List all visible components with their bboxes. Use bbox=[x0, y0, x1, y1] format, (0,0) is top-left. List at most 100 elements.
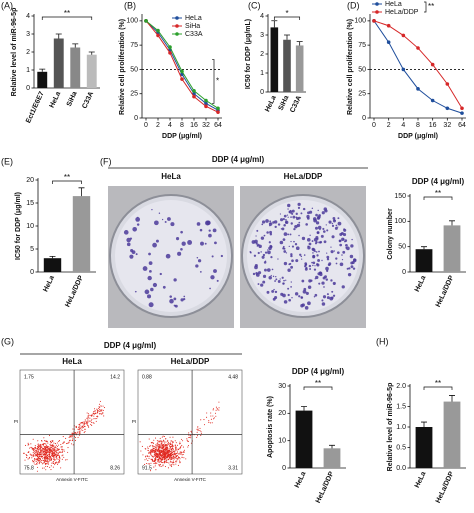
event-dot bbox=[50, 441, 53, 443]
quadrant-value: 1.75 bbox=[24, 374, 34, 380]
event-dot bbox=[156, 462, 158, 464]
event-dot bbox=[164, 444, 166, 446]
event-dot bbox=[154, 446, 156, 448]
y-tick-label: 3 bbox=[26, 31, 30, 38]
event-dot bbox=[213, 417, 215, 419]
bar bbox=[323, 448, 341, 468]
colony bbox=[337, 226, 339, 228]
colony bbox=[307, 301, 311, 306]
event-dot bbox=[63, 456, 65, 458]
y-axis-label: Colony number bbox=[387, 208, 394, 260]
event-dot bbox=[150, 455, 152, 457]
significance-label: ** bbox=[435, 189, 441, 198]
event-dot bbox=[41, 455, 44, 458]
colony bbox=[291, 259, 294, 263]
event-dot bbox=[176, 452, 178, 454]
event-dot bbox=[159, 458, 161, 460]
point bbox=[180, 69, 184, 74]
event-dot bbox=[172, 458, 174, 460]
colony bbox=[136, 223, 140, 226]
event-dot bbox=[178, 453, 180, 455]
event-dot bbox=[31, 457, 33, 459]
event-dot bbox=[163, 456, 165, 459]
event-dot bbox=[35, 448, 37, 450]
event-dot bbox=[155, 469, 157, 471]
colony bbox=[158, 212, 161, 214]
colony bbox=[135, 217, 141, 222]
y-axis-label: Relative cell proliferation (%) bbox=[119, 19, 126, 115]
event-dot bbox=[156, 440, 158, 442]
colony bbox=[314, 265, 316, 267]
significance-label: ** bbox=[64, 9, 70, 18]
event-dot bbox=[156, 444, 158, 446]
event-dot bbox=[150, 452, 152, 454]
colony bbox=[337, 217, 340, 220]
event-dot bbox=[172, 448, 174, 450]
event-dot bbox=[48, 446, 50, 448]
event-dot bbox=[171, 455, 173, 457]
event-dot bbox=[36, 462, 38, 464]
event-dot bbox=[178, 456, 180, 459]
event-dot bbox=[102, 413, 104, 415]
error-bar bbox=[301, 406, 307, 411]
colony bbox=[341, 285, 345, 289]
plot-frame bbox=[137, 369, 243, 475]
event-dot bbox=[218, 409, 220, 411]
event-dot bbox=[67, 451, 69, 453]
event-dot bbox=[157, 461, 159, 463]
event-dot bbox=[35, 461, 37, 463]
event-dot bbox=[165, 450, 167, 452]
event-dot bbox=[44, 457, 46, 460]
event-dot bbox=[46, 446, 48, 448]
event-dot bbox=[162, 464, 164, 466]
x-tick-label: 16 bbox=[190, 122, 198, 129]
event-dot bbox=[71, 439, 74, 441]
error-bar bbox=[449, 395, 455, 402]
event-dot bbox=[32, 454, 34, 456]
colony bbox=[293, 240, 295, 243]
event-dot bbox=[56, 458, 58, 460]
event-dot bbox=[50, 444, 53, 447]
colony bbox=[286, 214, 289, 216]
event-dot bbox=[147, 448, 149, 450]
event-dot bbox=[147, 446, 149, 448]
panel-label: (D) bbox=[347, 0, 360, 10]
event-dot bbox=[54, 460, 56, 462]
legend-marker bbox=[175, 24, 179, 28]
event-dot bbox=[50, 459, 53, 461]
event-dot bbox=[169, 436, 171, 438]
colony bbox=[279, 240, 284, 245]
event-dot bbox=[163, 442, 166, 444]
point bbox=[401, 33, 406, 38]
event-dot bbox=[203, 419, 205, 421]
event-dot bbox=[156, 456, 158, 458]
event-dot bbox=[78, 425, 80, 427]
event-dot bbox=[51, 456, 53, 458]
event-dot bbox=[52, 453, 54, 455]
colony bbox=[309, 268, 312, 270]
bar bbox=[415, 427, 433, 468]
event-dot bbox=[43, 447, 45, 449]
event-dot bbox=[33, 462, 35, 464]
event-dot bbox=[30, 446, 32, 448]
point bbox=[372, 19, 376, 23]
event-dot bbox=[163, 441, 165, 443]
event-dot bbox=[181, 444, 183, 447]
significance-bracket bbox=[212, 59, 215, 104]
event-dot bbox=[153, 455, 155, 457]
event-dot bbox=[99, 409, 101, 411]
x-axis-label: DDP (μg/ml) bbox=[398, 133, 438, 140]
event-dot bbox=[172, 441, 174, 443]
event-dot bbox=[28, 457, 30, 459]
colony bbox=[346, 246, 350, 251]
event-dot bbox=[179, 441, 181, 443]
colony bbox=[303, 254, 306, 256]
event-dot bbox=[70, 435, 72, 437]
colony bbox=[300, 255, 303, 258]
event-dot bbox=[157, 455, 159, 458]
event-dot bbox=[56, 453, 58, 455]
bar bbox=[70, 47, 81, 88]
event-dot bbox=[96, 415, 98, 417]
colony bbox=[152, 242, 157, 248]
legend-marker bbox=[375, 10, 379, 14]
